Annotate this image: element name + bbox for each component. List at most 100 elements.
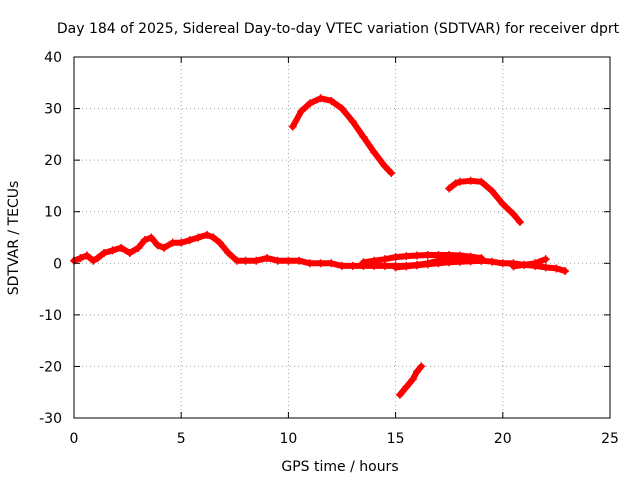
data-point: [348, 117, 357, 126]
data-point: [391, 263, 400, 272]
y-tick-label: 20: [44, 153, 62, 169]
data-point: [100, 248, 109, 257]
data-point: [445, 258, 454, 267]
data-point: [125, 248, 134, 257]
y-tick-label: 30: [44, 102, 62, 118]
data-point: [168, 238, 177, 247]
data-point: [297, 107, 306, 116]
y-tick-label: 40: [44, 50, 62, 66]
data-point: [316, 259, 325, 268]
data-point: [241, 256, 250, 265]
data-point: [224, 248, 233, 257]
data-point: [520, 260, 529, 269]
x-tick-label: 20: [494, 431, 512, 447]
data-point: [387, 169, 396, 178]
data-point: [338, 261, 346, 270]
tick-labels: 0 5 10 15 20 25 -30 -20 -10 0 10 20 30 40: [39, 50, 619, 447]
data-point: [82, 251, 91, 260]
data-point: [477, 177, 486, 186]
data-point: [359, 258, 368, 267]
data-point: [488, 187, 497, 196]
data-point: [423, 260, 432, 269]
data-point: [434, 259, 443, 268]
data-point: [284, 256, 293, 265]
data-point: [147, 233, 156, 242]
series-track-band-lower: [391, 256, 486, 272]
data-point: [305, 99, 314, 108]
x-tick-label: 15: [387, 431, 405, 447]
data-point: [413, 251, 422, 260]
data-point: [395, 390, 404, 399]
y-tick-label: -20: [39, 359, 62, 375]
data-point: [89, 256, 98, 265]
data-point: [140, 236, 149, 245]
data-point: [262, 254, 271, 263]
x-axis-label: GPS time / hours: [281, 459, 398, 475]
data-point: [185, 236, 194, 245]
data-point: [177, 238, 186, 247]
data-point: [391, 253, 400, 262]
data-point: [402, 252, 411, 261]
data-point: [445, 184, 454, 193]
y-tick-label: 0: [53, 256, 62, 272]
data-point: [445, 251, 454, 260]
data-point: [541, 255, 550, 264]
data-point: [194, 233, 203, 242]
data-point: [359, 132, 368, 141]
data-point: [209, 233, 218, 242]
data-point: [295, 256, 304, 265]
x-tick-label: 5: [177, 431, 186, 447]
data-point: [413, 261, 422, 270]
data-point: [215, 238, 224, 247]
data-point: [327, 259, 336, 268]
data-point: [348, 261, 357, 270]
series-track-tail-rise: [509, 255, 550, 271]
data-point: [509, 210, 518, 219]
data-point: [455, 257, 464, 266]
y-tick-label: -30: [39, 411, 62, 427]
data-point: [451, 179, 460, 188]
series-track-main-low: [70, 230, 569, 276]
plot-frame: [73, 56, 611, 419]
data-point: [108, 246, 117, 255]
data-point: [76, 254, 85, 263]
data-point: [370, 256, 379, 265]
data-point: [466, 176, 475, 185]
data-point: [530, 259, 539, 268]
data-point: [380, 162, 389, 171]
data-point: [423, 251, 432, 260]
x-tick-label: 25: [601, 431, 619, 447]
data-point: [417, 362, 426, 371]
data-point: [455, 177, 464, 186]
data-series: [70, 94, 569, 399]
data-point: [327, 96, 336, 105]
data-point: [402, 383, 411, 392]
data-point: [498, 259, 507, 268]
series-arc-negative: [395, 362, 426, 399]
data-point: [552, 264, 561, 273]
y-tick-label: 10: [44, 205, 62, 221]
data-point: [338, 104, 346, 113]
data-point: [498, 199, 507, 208]
y-tick-label: -10: [39, 308, 62, 324]
axis-ticks: [73, 56, 611, 419]
series-arc-evening: [445, 176, 524, 227]
data-point: [413, 367, 422, 376]
data-point: [134, 243, 143, 252]
data-point: [202, 230, 211, 239]
series-trace: [510, 256, 549, 270]
data-point: [380, 255, 389, 264]
data-point: [466, 257, 475, 266]
data-point: [370, 148, 379, 157]
data-point: [509, 262, 518, 271]
data-point: [232, 256, 241, 265]
y-axis-label: SDTVAR / TECUs: [6, 181, 22, 296]
series-arc-afternoon: [288, 94, 396, 178]
data-point: [560, 267, 569, 276]
data-point: [408, 375, 417, 384]
data-point: [160, 243, 169, 252]
x-tick-label: 10: [279, 431, 297, 447]
data-point: [288, 122, 297, 131]
data-point: [434, 251, 443, 260]
